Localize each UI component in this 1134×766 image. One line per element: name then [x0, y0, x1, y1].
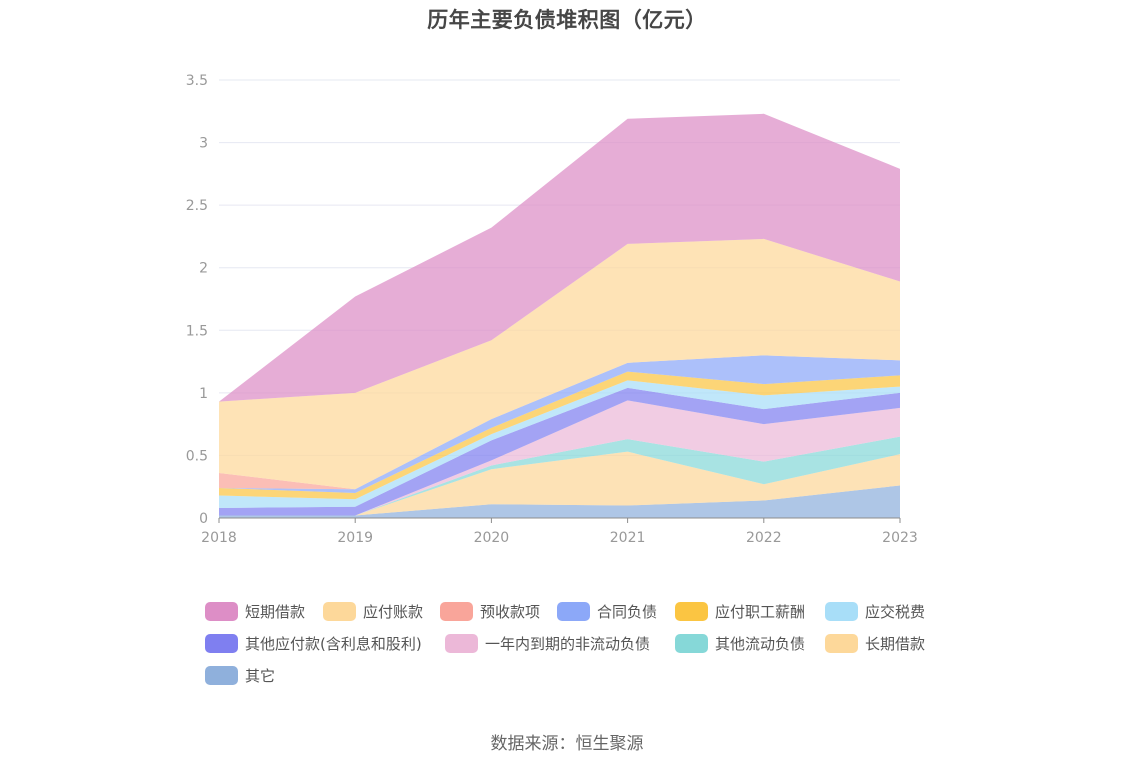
legend-label: 其他应付款(含利息和股利)	[245, 634, 422, 653]
legend-item[interactable]: 一年内到期的非流动负债	[445, 632, 650, 654]
legend-item[interactable]: 应付职工薪酬	[675, 600, 805, 622]
legend-swatch	[675, 633, 708, 653]
y-tick-label: 3.5	[186, 73, 208, 89]
area-series-7	[219, 355, 900, 493]
legend-swatch	[557, 601, 590, 621]
chart-title: 历年主要负债堆积图（亿元）	[427, 8, 707, 32]
area-series-3	[219, 400, 900, 516]
legend-item[interactable]: 长期借款	[825, 632, 925, 654]
legend-swatch	[440, 601, 473, 621]
legend-item[interactable]: 其他应付款(含利息和股利)	[205, 632, 422, 654]
area-series-9	[219, 238, 900, 490]
legend-swatch	[825, 601, 858, 621]
data-source: 数据来源：恒生聚源	[490, 734, 644, 754]
area-series-10	[219, 113, 900, 402]
axes: 0 0.5 1 1.5 2 2.5 3 3.5 2018 2019 2020 2021 2022 2023	[186, 73, 918, 546]
legend-item[interactable]: 短期借款	[205, 600, 305, 622]
x-tick-label: 2022	[746, 530, 782, 546]
x-tick-label: 2021	[610, 530, 646, 546]
legend-swatch	[205, 633, 238, 653]
legend-swatch	[675, 601, 708, 621]
legend-swatch	[825, 633, 858, 653]
y-tick-label: 1	[199, 386, 208, 402]
y-tick-label: 1.5	[186, 323, 208, 339]
x-tick-label: 2018	[201, 530, 237, 546]
area-series-1	[219, 451, 900, 516]
legend-label: 短期借款	[245, 602, 306, 621]
legend-item[interactable]: 其它	[205, 664, 275, 686]
legend-label: 其他流动负债	[715, 634, 806, 653]
x-tick-label: 2020	[474, 530, 510, 546]
legend-label: 长期借款	[865, 634, 926, 653]
legend-label: 合同负债	[597, 602, 658, 621]
y-tick-label: 0	[199, 511, 208, 527]
legend-swatch	[205, 665, 238, 685]
legend-label: 预收款项	[480, 602, 541, 621]
y-tick-label: 2	[199, 261, 208, 277]
legend-label: 应付职工薪酬	[715, 602, 806, 621]
legend-swatch	[445, 633, 478, 653]
legend-item[interactable]: 其他流动负债	[675, 632, 805, 654]
legend-label: 一年内到期的非流动负债	[485, 634, 651, 653]
legend-label: 应交税费	[865, 602, 926, 621]
legend-label: 其它	[245, 666, 276, 685]
y-tick-label: 3	[199, 136, 208, 152]
y-tick-label: 0.5	[186, 448, 208, 464]
legend-label: 应付账款	[363, 602, 424, 621]
legend-swatch	[323, 601, 356, 621]
legend-item[interactable]: 预收款项	[440, 600, 540, 622]
area-series-2	[219, 436, 900, 516]
x-tick-label: 2023	[882, 530, 918, 546]
legend-item[interactable]: 合同负债	[557, 600, 657, 622]
area-series	[219, 113, 900, 518]
area-series-5	[219, 380, 900, 508]
legend-item[interactable]: 应付账款	[323, 600, 423, 622]
y-tick-label: 2.5	[186, 198, 208, 214]
x-tick-label: 2019	[337, 530, 373, 546]
legend-item[interactable]: 应交税费	[825, 600, 925, 622]
area-series-0	[219, 485, 900, 518]
legend-swatch	[205, 601, 238, 621]
stacked-area-chart: 0 0.5 1 1.5 2 2.5 3 3.5 2018 2019 2020 2021 2022 2023	[186, 73, 918, 546]
area-series-6	[219, 371, 900, 500]
